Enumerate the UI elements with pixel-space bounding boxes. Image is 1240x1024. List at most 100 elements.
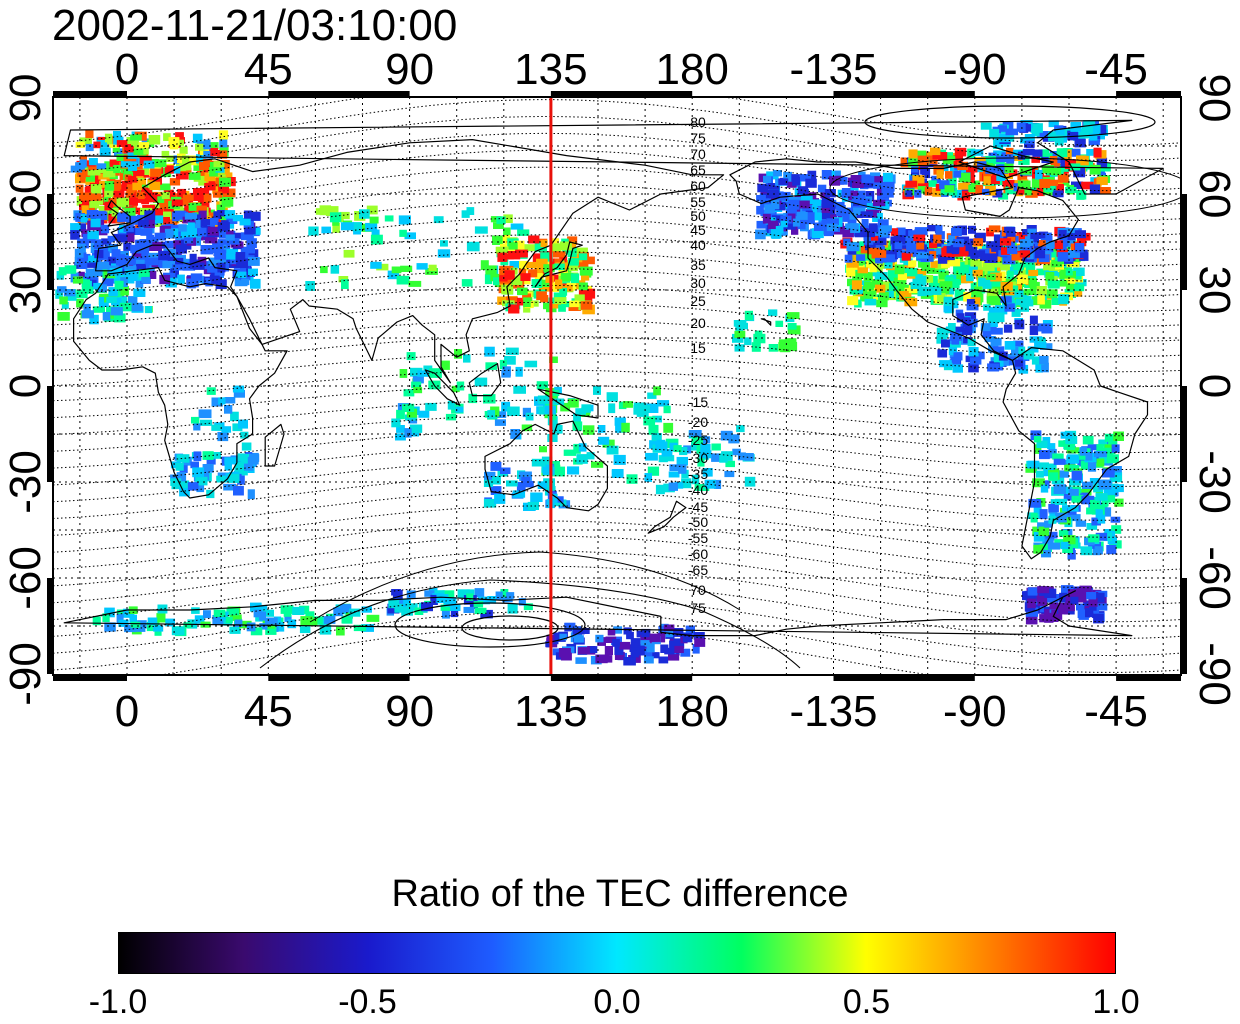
tec-cell xyxy=(1045,272,1055,282)
tec-cell xyxy=(116,154,128,161)
tec-cell xyxy=(970,297,981,307)
tec-cell xyxy=(176,211,189,220)
tec-cell xyxy=(244,227,256,235)
tec-cell xyxy=(117,212,129,222)
tec-cell xyxy=(89,199,100,209)
tec-cell xyxy=(1020,303,1029,312)
tec-cell xyxy=(936,170,944,179)
tec-cell xyxy=(109,268,123,276)
tec-cell xyxy=(171,228,179,238)
tec-cell xyxy=(487,410,495,419)
tec-cell xyxy=(212,615,224,625)
tec-cell xyxy=(409,424,423,433)
tec-cell xyxy=(867,247,880,255)
tec-cell xyxy=(89,314,99,325)
tec-cell xyxy=(154,232,166,241)
tec-cell xyxy=(129,303,139,312)
tec-cell xyxy=(780,220,788,228)
tec-cell xyxy=(1058,230,1067,238)
tec-cell xyxy=(990,338,1002,346)
tec-cell xyxy=(1015,346,1026,356)
tec-cell xyxy=(1049,151,1059,158)
tec-cell xyxy=(844,210,852,221)
tec-cell xyxy=(501,370,511,378)
tec-cell xyxy=(157,604,168,614)
tec-cell xyxy=(1048,515,1057,524)
tec-cell xyxy=(1087,444,1098,451)
contour-line xyxy=(53,520,1181,572)
tec-cell xyxy=(133,288,146,297)
tec-cell xyxy=(217,210,228,217)
tec-cell xyxy=(96,163,107,170)
tec-cell xyxy=(574,635,584,643)
tec-cell xyxy=(1037,462,1049,470)
tec-cell xyxy=(1011,346,1019,356)
tec-cell xyxy=(210,150,220,157)
tec-cell xyxy=(543,302,552,310)
tec-cell xyxy=(527,269,538,278)
tec-cell xyxy=(762,213,771,224)
tec-cell xyxy=(217,431,229,442)
tec-cell xyxy=(513,240,525,250)
tec-cell xyxy=(1051,297,1063,305)
contour-line xyxy=(53,580,1181,640)
tec-cell xyxy=(579,266,593,276)
tec-cell xyxy=(1062,505,1070,512)
tec-cell xyxy=(523,304,531,313)
tec-cell xyxy=(630,650,639,658)
tec-cell xyxy=(553,499,567,507)
tec-cell xyxy=(787,213,796,223)
tec-cell xyxy=(948,235,956,243)
tec-cell xyxy=(733,320,747,327)
tec-cell xyxy=(573,443,581,454)
tec-cell xyxy=(178,224,187,232)
tec-cell xyxy=(341,615,352,624)
tec-cell xyxy=(540,252,553,262)
tec-cell xyxy=(1027,587,1038,596)
tec-cell xyxy=(691,440,701,451)
tec-cell xyxy=(113,313,126,323)
tec-cell xyxy=(1095,493,1108,501)
tec-cell xyxy=(57,286,67,293)
tec-cell xyxy=(197,227,207,237)
tec-cell xyxy=(823,228,834,237)
tec-cell xyxy=(222,230,234,238)
tec-cell xyxy=(576,454,588,464)
coastline xyxy=(63,119,1164,637)
tec-cell xyxy=(575,408,587,415)
tec-cell xyxy=(917,186,926,194)
tec-cell xyxy=(841,188,851,197)
tec-cell xyxy=(466,241,480,252)
tec-cell xyxy=(1064,278,1076,286)
longitude-tick-label: 45 xyxy=(243,687,293,736)
tec-cell xyxy=(582,425,595,435)
tec-cell xyxy=(552,251,566,258)
tec-cell xyxy=(414,607,424,615)
tec-cell xyxy=(871,176,883,186)
tec-cell xyxy=(244,461,254,471)
tec-cell xyxy=(657,633,666,643)
tec-cell xyxy=(993,234,1005,244)
tec-cell xyxy=(1101,496,1109,507)
tec-cell xyxy=(908,260,917,267)
tec-cell xyxy=(1045,531,1058,539)
tec-cell xyxy=(130,134,142,141)
tec-cell xyxy=(917,155,929,166)
tec-cell xyxy=(492,235,503,245)
tec-cell xyxy=(466,593,474,601)
tec-cell xyxy=(910,281,922,289)
tec-cell xyxy=(139,269,150,278)
tec-cell xyxy=(842,229,854,238)
tec-cell xyxy=(184,212,197,220)
tec-cell xyxy=(536,291,547,301)
tec-cell xyxy=(572,628,585,635)
tec-cell xyxy=(1046,289,1058,299)
tec-cell xyxy=(698,484,710,491)
tec-cell xyxy=(77,271,85,279)
tec-cell xyxy=(1022,229,1032,236)
tec-cell xyxy=(1039,355,1049,365)
tec-cell xyxy=(636,410,649,417)
tec-cell xyxy=(531,458,544,467)
tec-cell xyxy=(955,309,964,317)
tec-cell xyxy=(507,406,520,416)
